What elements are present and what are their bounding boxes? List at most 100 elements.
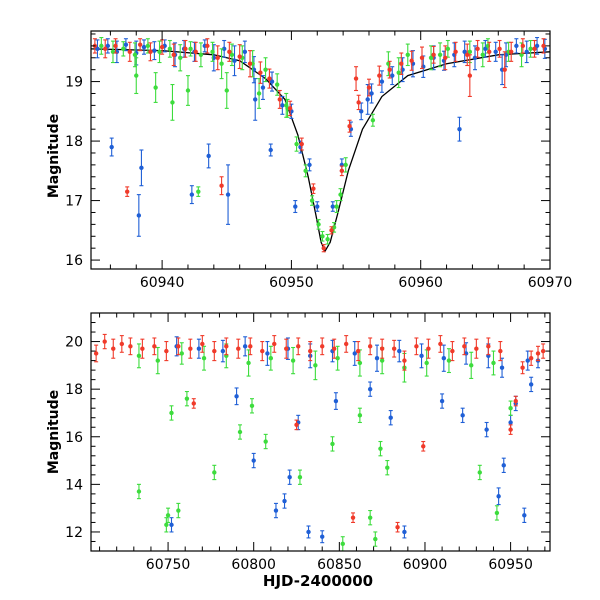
data-point-blue <box>460 407 465 424</box>
data-point-green <box>121 41 126 57</box>
data-point-red <box>450 341 455 362</box>
data-point-green <box>367 509 373 526</box>
data-point-red <box>475 39 480 58</box>
data-point-red <box>294 419 299 431</box>
data-point-red <box>183 39 188 58</box>
data-point-blue <box>136 194 142 237</box>
plot-area <box>91 36 550 253</box>
data-point-blue <box>374 344 380 372</box>
data-point-red <box>474 338 479 359</box>
y-tick-label: 17 <box>65 194 83 210</box>
data-point-blue <box>522 507 527 523</box>
data-point-blue <box>419 343 424 369</box>
data-point-green <box>313 350 318 381</box>
data-point-red <box>152 337 157 356</box>
data-point-red <box>395 521 400 533</box>
data-point-green <box>167 39 173 58</box>
x-tick-label: 60900 <box>403 557 448 573</box>
data-point-green <box>212 464 217 481</box>
data-point-green <box>405 43 410 67</box>
data-point-blue <box>402 525 407 539</box>
data-point-red <box>219 176 224 196</box>
data-point-red <box>355 341 361 362</box>
data-point-blue <box>141 39 147 55</box>
model-curve <box>91 48 550 253</box>
data-point-red <box>414 337 419 356</box>
data-point-green <box>469 351 474 380</box>
data-point-green <box>494 505 500 521</box>
data-point-blue <box>379 70 385 93</box>
data-point-green <box>153 72 158 103</box>
data-point-red <box>205 38 210 54</box>
data-point-green <box>343 157 348 173</box>
data-point-green <box>263 57 268 83</box>
data-point-red <box>93 344 99 363</box>
data-point-green <box>528 39 533 58</box>
data-point-red <box>540 343 546 359</box>
data-point-green <box>136 483 142 500</box>
data-point-red <box>509 41 514 62</box>
data-point-green <box>508 400 513 416</box>
data-point-red <box>258 61 263 84</box>
data-point-green <box>164 517 169 533</box>
data-point-green <box>224 72 229 109</box>
data-point-red <box>498 341 503 362</box>
data-point-green <box>132 42 138 68</box>
data-point-blue <box>367 381 373 397</box>
data-point-red <box>200 335 205 353</box>
x-tick-label: 60800 <box>231 557 276 573</box>
data-point-green <box>316 219 321 230</box>
data-point-green <box>229 43 235 67</box>
data-point-blue <box>220 339 226 363</box>
data-point-green <box>334 200 339 214</box>
data-point-red <box>137 38 143 52</box>
data-point-red <box>125 186 130 197</box>
x-tick-label: 60970 <box>528 275 573 291</box>
data-point-red <box>247 50 253 78</box>
data-point-blue <box>306 525 311 539</box>
data-point-green <box>198 42 204 68</box>
data-point-green <box>268 345 274 371</box>
data-point-red <box>443 45 448 71</box>
data-point-green <box>263 433 268 450</box>
data-point-green <box>294 136 299 152</box>
data-point-green <box>249 398 255 414</box>
data-point-red <box>513 395 518 407</box>
data-point-red <box>102 333 107 350</box>
y-tick-label: 14 <box>65 477 83 493</box>
data-point-red <box>237 44 242 70</box>
data-point-red <box>520 361 525 375</box>
data-point-blue <box>496 487 501 506</box>
data-point-red <box>287 100 293 117</box>
bottom-panel-full-light-curve: Magnitude HJD-2400000 60750 60800 60850 609… <box>46 312 551 590</box>
data-point-blue <box>282 493 287 509</box>
data-point-green <box>184 390 190 407</box>
data-point-blue <box>95 39 100 59</box>
data-point-red <box>224 337 229 356</box>
y-tick-label: 12 <box>65 525 83 541</box>
data-point-blue <box>293 200 298 214</box>
data-point-red <box>212 341 217 362</box>
data-point-blue <box>109 137 114 157</box>
data-point-blue <box>534 36 540 55</box>
data-point-green <box>274 73 280 96</box>
data-point-red <box>111 338 116 359</box>
data-point-red <box>248 337 253 356</box>
data-point-red <box>508 424 513 435</box>
data-point-blue <box>251 452 256 469</box>
data-point-green <box>165 507 171 523</box>
data-point-red <box>188 338 193 359</box>
x-tick-label: 60940 <box>140 275 185 291</box>
data-point-green <box>178 44 183 72</box>
data-point-green <box>480 42 485 68</box>
data-point-blue <box>397 339 402 363</box>
data-point-green <box>338 188 343 202</box>
data-point-blue <box>369 83 374 104</box>
y-tick-label: 18 <box>65 382 83 398</box>
data-point-red <box>299 137 304 151</box>
data-point-blue <box>253 78 258 121</box>
data-point-red <box>399 52 404 75</box>
data-point-blue <box>105 38 111 54</box>
data-point-blue <box>139 149 144 187</box>
data-point-red <box>339 165 345 177</box>
